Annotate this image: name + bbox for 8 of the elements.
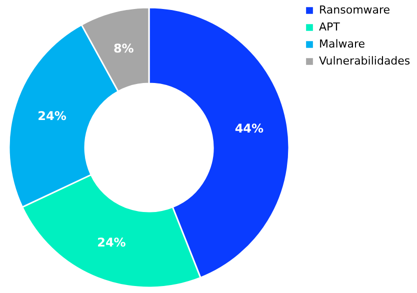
- data-label: 24%: [97, 235, 126, 250]
- legend-label: Vulnerabilidades: [319, 54, 410, 68]
- legend-label: Malware: [319, 38, 366, 50]
- data-label: 24%: [38, 108, 66, 123]
- legend-label: APT: [319, 20, 340, 34]
- data-label: 44%: [234, 121, 264, 136]
- data-label: 8%: [113, 42, 134, 56]
- legend-label: Ransomware: [319, 4, 390, 16]
